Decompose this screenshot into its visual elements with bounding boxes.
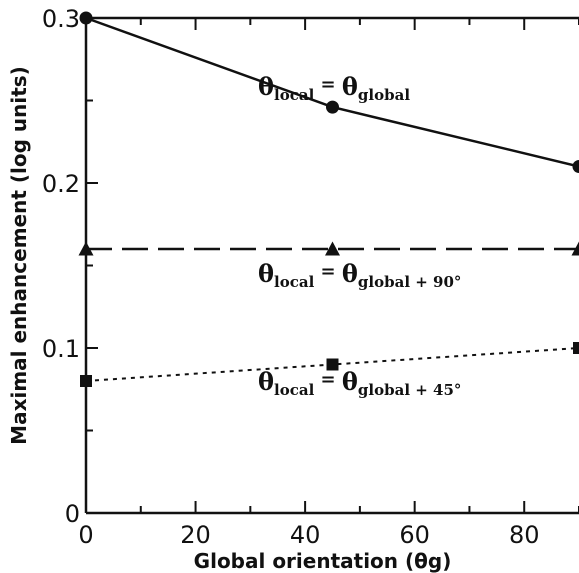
- data-point: [80, 375, 92, 387]
- series-lines: [85, 16, 579, 382]
- data-point: [326, 358, 339, 371]
- data-point: [573, 342, 579, 354]
- axis-ticks: [85, 17, 579, 514]
- series-label-3: θlocal = θglobal + 45°: [258, 367, 461, 399]
- y-tick-label: 0.1: [42, 335, 80, 363]
- tick-labels: 0 20 40 60 80 0 0.1 0.2 0.3: [42, 5, 540, 549]
- x-tick-label: 0: [78, 521, 93, 549]
- x-tick-label: 40: [290, 521, 321, 549]
- series-annotations: θlocal = θglobal θlocal = θglobal + 90° θl…: [258, 72, 461, 399]
- x-tick-label: 80: [509, 521, 540, 549]
- series-label-1: θlocal = θglobal: [258, 72, 410, 104]
- data-point: [325, 241, 340, 256]
- x-tick-label: 20: [180, 521, 211, 549]
- series-label-2: θlocal = θglobal + 90°: [258, 259, 461, 291]
- data-point: [572, 160, 579, 173]
- y-tick-label: 0.2: [42, 170, 80, 198]
- y-axis-label: Maximal enhancement (log units): [7, 66, 31, 445]
- y-tick-label: 0.3: [42, 5, 80, 33]
- x-axis-label: Global orientation (θg): [194, 549, 452, 573]
- x-tick-label: 60: [399, 521, 430, 549]
- y-tick-label: 0: [65, 500, 80, 528]
- data-point: [79, 11, 93, 25]
- series-line-3: [85, 347, 579, 382]
- data-point: [78, 241, 94, 256]
- series-markers: [78, 11, 579, 387]
- data-point: [571, 241, 579, 256]
- data-point: [326, 100, 339, 114]
